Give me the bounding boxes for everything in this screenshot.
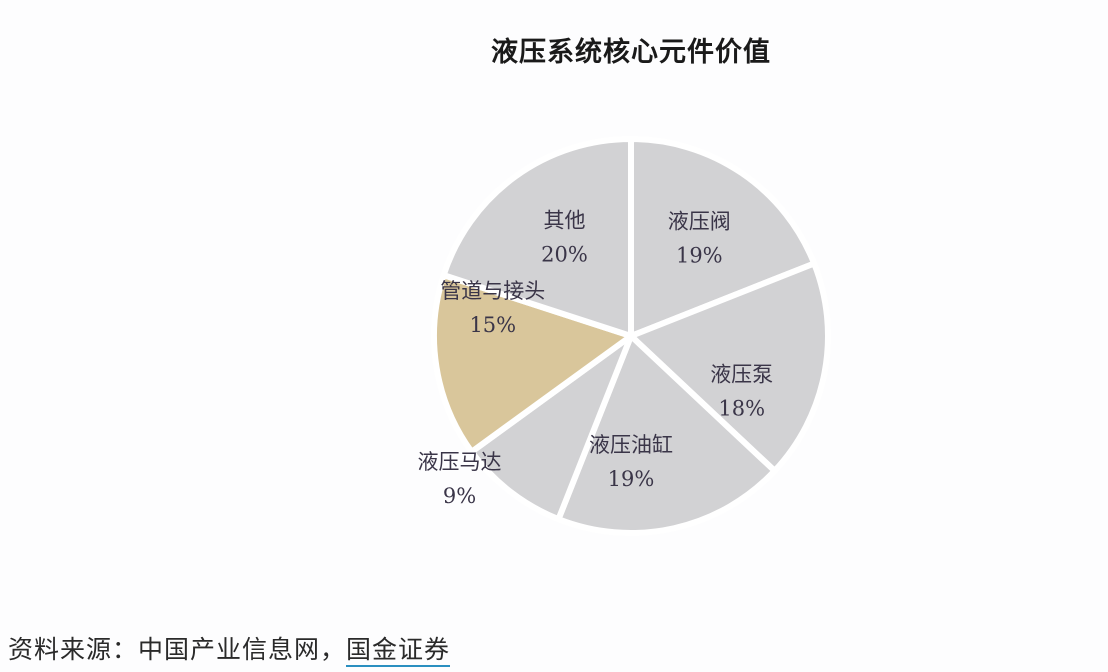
pie-slice <box>440 136 634 339</box>
slice-value: 18% <box>718 397 765 421</box>
pie-slices <box>431 136 831 536</box>
pie-slice <box>628 136 818 339</box>
slice-label: 液压阀 <box>668 210 731 234</box>
slice-value: 19% <box>608 467 655 491</box>
slice-value: 9% <box>443 484 476 508</box>
pie-chart: 液压阀 19% 液压泵 18% 液压油缸 19% 液压马达 9% 管道与接头 15% 其他 20% <box>417 136 831 536</box>
slice-label: 液压油缸 <box>589 433 673 457</box>
slice-value: 20% <box>541 243 588 267</box>
pie-labels: 液压阀 19% 液压泵 18% 液压油缸 19% 液压马达 9% 管道与接头 15% 其他 20% <box>418 209 774 508</box>
chart-title: 液压系统核心元件价值 <box>491 37 771 68</box>
slice-value: 19% <box>676 244 723 268</box>
slice-label: 液压马达 <box>418 450 502 474</box>
slice-label: 液压泵 <box>710 363 773 387</box>
source-link[interactable]: 国金证券 <box>346 635 451 667</box>
source-prefix: 资料来源：中国产业信息网， <box>8 635 347 664</box>
slice-label: 管道与接头 <box>440 279 545 303</box>
source-note: 资料来源：中国产业信息网，国金证券 <box>8 630 451 667</box>
pie-slice <box>431 272 634 455</box>
pie-slice <box>468 333 634 523</box>
pie-slice <box>628 260 831 474</box>
slice-value: 15% <box>469 313 516 337</box>
slice-label: 其他 <box>543 209 585 233</box>
